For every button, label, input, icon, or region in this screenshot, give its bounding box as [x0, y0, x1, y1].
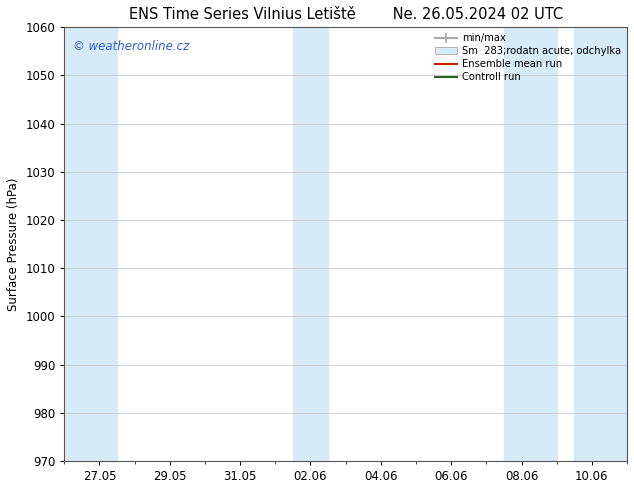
Bar	[293, 27, 328, 461]
Bar	[64, 27, 117, 461]
Title: ENS Time Series Vilnius Letiště        Ne. 26.05.2024 02 UTC: ENS Time Series Vilnius Letiště Ne. 26.0…	[129, 7, 563, 22]
Text: © weatheronline.cz: © weatheronline.cz	[73, 40, 189, 53]
Bar	[574, 27, 627, 461]
Y-axis label: Surface Pressure (hPa): Surface Pressure (hPa)	[7, 177, 20, 311]
Bar	[504, 27, 557, 461]
Legend: min/max, Sm  283;rodatn acute; odchylka, Ensemble mean run, Controll run: min/max, Sm 283;rodatn acute; odchylka, …	[431, 29, 625, 86]
